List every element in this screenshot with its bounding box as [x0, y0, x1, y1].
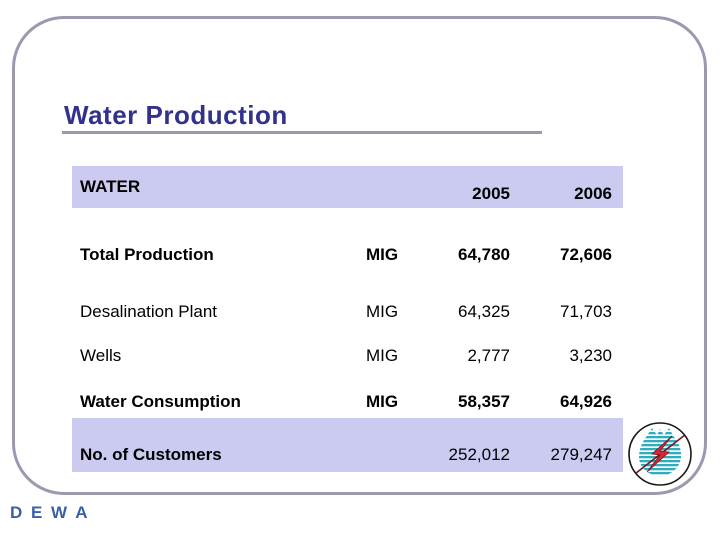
row-value-2006: 64,926	[560, 392, 612, 411]
header-col-2005: 2005	[472, 184, 510, 203]
footer-value-2006: 279,247	[550, 445, 612, 464]
row-value-2005: 2,777	[467, 346, 510, 365]
title-underline	[62, 131, 542, 134]
header-water-label: WATER	[80, 177, 141, 196]
row-unit: MIG	[365, 346, 399, 365]
dewa-wordmark: D E W A	[10, 503, 90, 522]
table-header-row: WATER 2005 2006	[72, 166, 623, 208]
table-footer-row-customers: No. of Customers 252,012 279,247	[72, 418, 623, 472]
row-value-2006: 72,606	[560, 245, 612, 264]
row-value-2005: 64,780	[458, 245, 510, 264]
row-label: Desalination Plant	[80, 302, 218, 321]
row-value-2005: 58,357	[458, 392, 510, 411]
table-row-total-production: Total Production MIG 64,780 72,606	[72, 243, 623, 267]
table-row-wells: Wells MIG 2,777 3,230	[72, 344, 623, 368]
logo-lightning-bolt	[646, 435, 673, 473]
row-label: Water Consumption	[80, 392, 241, 411]
row-value-2006: 71,703	[560, 302, 612, 321]
row-value-2006: 3,230	[569, 346, 612, 365]
row-unit: MIG	[365, 392, 399, 411]
table-row-water-consumption: Water Consumption MIG 58,357 64,926	[72, 390, 623, 414]
dewa-logo-icon	[628, 422, 692, 486]
footer-value-2005: 252,012	[448, 445, 510, 464]
row-label: Wells	[80, 346, 122, 365]
row-value-2005: 64,325	[458, 302, 510, 321]
footer-label: No. of Customers	[80, 445, 222, 464]
header-col-2006: 2006	[574, 184, 612, 203]
slide-border-frame	[12, 16, 707, 495]
row-unit: MIG	[365, 302, 399, 321]
page-title: Water Production	[64, 100, 288, 130]
table-row-desalination-plant: Desalination Plant MIG 64,325 71,703	[72, 300, 623, 324]
row-unit: MIG	[365, 245, 399, 264]
row-label: Total Production	[80, 245, 214, 264]
